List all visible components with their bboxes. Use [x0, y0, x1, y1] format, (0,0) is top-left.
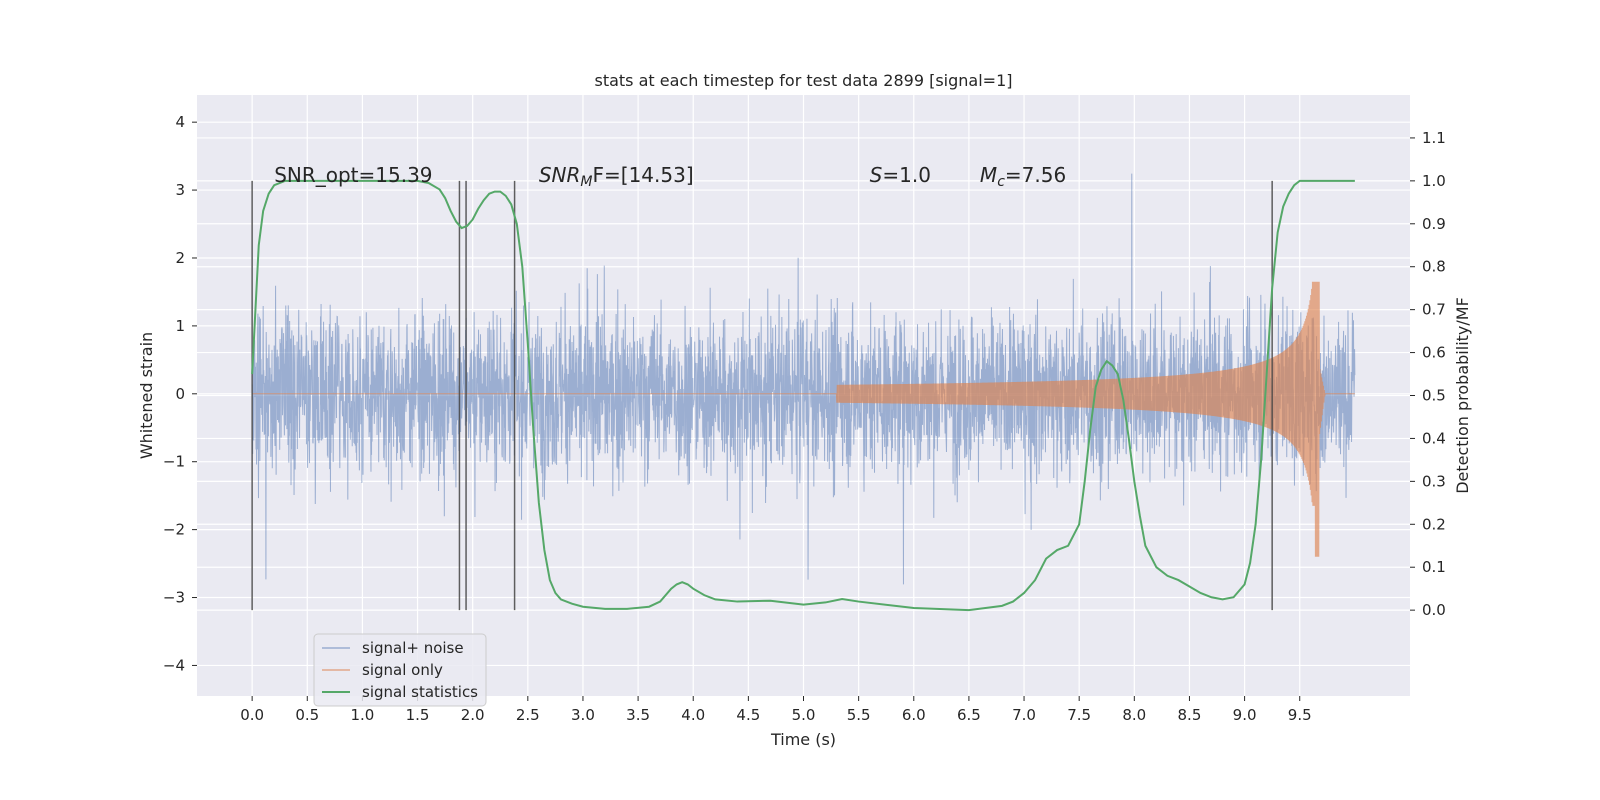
annotation-snr-mf: SNRMF=[14.53]	[539, 163, 694, 190]
series-signal-only	[252, 281, 1355, 557]
x-tick-label-19: 9.5	[1288, 706, 1312, 724]
y-axis-left-label: Whitened strain	[137, 332, 156, 459]
y-right-tick-label-4: 0.7	[1422, 301, 1446, 319]
annotation-mc-italic: M	[980, 163, 997, 187]
axes: 0.0 0.5 1.0 1.5 2.0 2.5 3.0 3.5 4.0 4.5 5.0 5.5 6.0 6…	[163, 113, 1446, 724]
annotation-snr-mf-subscript: M	[580, 174, 592, 190]
x-tick-label-18: 9.0	[1233, 706, 1257, 724]
series-signal-noise	[251, 173, 1356, 585]
x-tick-label-16: 8.0	[1122, 706, 1146, 724]
y-right-tick-label-6: 0.5	[1422, 387, 1446, 405]
y-left-tick-label-0: 4	[175, 113, 185, 131]
x-axis-label: Time (s)	[770, 730, 836, 749]
x-tick-label-10: 5.0	[792, 706, 816, 724]
y-right-tick-label-8: 0.3	[1422, 472, 1446, 490]
legend-label-signal-statistics: signal statistics	[362, 683, 478, 701]
x-tick-label-9: 4.5	[736, 706, 760, 724]
legend: signal+ noise signal only signal statist…	[313, 633, 487, 707]
y-axis-right-label: Detection probability/MF	[1453, 297, 1472, 494]
x-tick-label-1: 0.5	[295, 706, 319, 724]
y-right-tick-label-2: 0.9	[1422, 215, 1446, 233]
series-signal-statistics	[251, 179, 1355, 612]
chart-title: stats at each timestep for test data 289…	[594, 71, 1012, 90]
y-left-tick-label-2: 2	[175, 249, 185, 267]
y-right-tick-label-3: 0.8	[1422, 258, 1446, 276]
y-left-tick-label-3: 1	[175, 317, 185, 335]
x-tick-label-2: 1.0	[350, 706, 374, 724]
annotation-s-italic: S	[870, 163, 883, 187]
x-tick-label-17: 8.5	[1178, 706, 1202, 724]
x-tick-label-12: 6.0	[902, 706, 926, 724]
y-right-tick-label-0: 1.1	[1422, 129, 1446, 147]
x-tick-label-13: 6.5	[957, 706, 981, 724]
annotation-mc-value: =7.56	[1005, 163, 1066, 187]
legend-box	[313, 633, 487, 707]
x-tick-label-0: 0.0	[240, 706, 264, 724]
annotation-s: S=1.0	[870, 163, 931, 187]
annotation-snr-opt: SNR_opt=15.39	[274, 163, 432, 187]
annotation-mc-subscript: c	[997, 174, 1005, 190]
annotation-snr-mf-value: F=[14.53]	[593, 163, 694, 187]
y-left-tick-label-5: −1	[163, 453, 185, 471]
x-tick-label-14: 7.0	[1012, 706, 1036, 724]
y-right-tick-label-10: 0.1	[1422, 558, 1446, 576]
legend-label-signal-noise: signal+ noise	[362, 639, 464, 657]
legend-label-signal-only: signal only	[362, 661, 443, 679]
x-tick-label-11: 5.5	[847, 706, 871, 724]
y-left-tick-label-1: 3	[175, 181, 185, 199]
x-tick-label-8: 4.0	[681, 706, 705, 724]
y-right-tick-label-9: 0.2	[1422, 515, 1446, 533]
x-tick-label-3: 1.5	[406, 706, 430, 724]
y-right-tick-label-1: 1.0	[1422, 172, 1446, 190]
y-left-tick-label-7: −3	[163, 589, 185, 607]
annotation-mc: Mc=7.56	[980, 163, 1066, 190]
x-tick-label-5: 2.5	[516, 706, 540, 724]
y-right-tick-label-7: 0.4	[1422, 429, 1446, 447]
y-left-tick-label-4: 0	[175, 385, 185, 403]
x-tick-label-4: 2.0	[461, 706, 485, 724]
series-layer	[251, 173, 1356, 612]
x-tick-label-7: 3.5	[626, 706, 650, 724]
annotation-snr-mf-italic: SNR	[539, 163, 581, 187]
y-left-tick-label-6: −2	[163, 521, 185, 539]
y-left-tick-label-8: −4	[163, 656, 185, 674]
y-right-tick-label-11: 0.0	[1422, 601, 1446, 619]
x-tick-label-6: 3.0	[571, 706, 595, 724]
x-tick-label-15: 7.5	[1067, 706, 1091, 724]
annotation-s-value: =1.0	[882, 163, 931, 187]
y-right-tick-label-5: 0.6	[1422, 344, 1446, 362]
